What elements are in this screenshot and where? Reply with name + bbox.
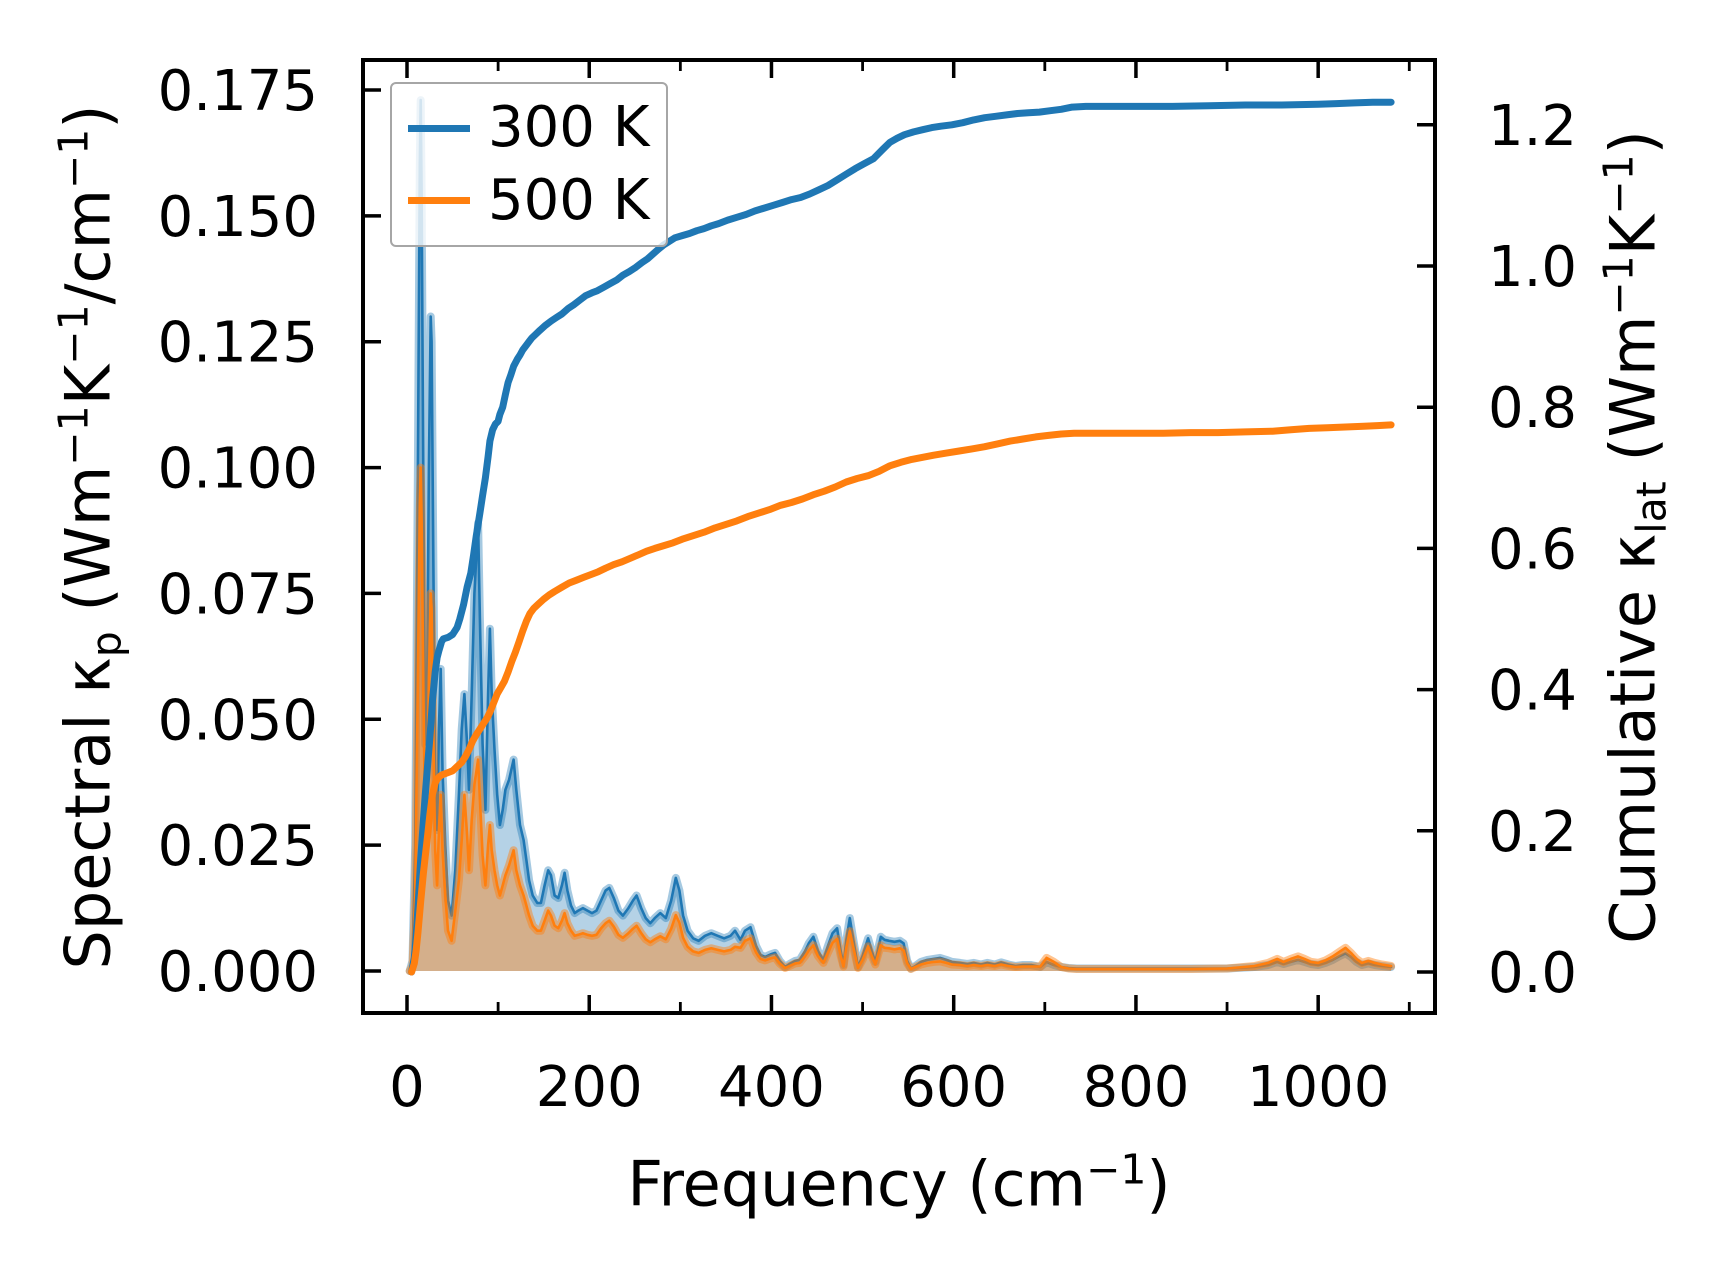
right-axis-title: Cumulative κlat (Wm−1K−1) bbox=[1594, 130, 1676, 944]
x-tick-label: 400 bbox=[718, 1055, 825, 1120]
y-left-tick-label: 0.025 bbox=[158, 814, 318, 879]
plot-frame bbox=[361, 58, 1437, 1015]
y-left-tick-label: 0.175 bbox=[158, 59, 318, 124]
spectral-line-500k bbox=[408, 466, 1393, 973]
y-left-tick-label: 0.050 bbox=[158, 688, 318, 753]
spectral-fill-500k bbox=[409, 467, 1392, 971]
legend-label-300k: 300 K bbox=[488, 95, 650, 161]
x-tick-label: 0 bbox=[389, 1055, 425, 1120]
y-left-tick-label: 0.000 bbox=[158, 940, 318, 1005]
y-right-tick-label: 1.0 bbox=[1488, 235, 1577, 300]
y-left-tick-label: 0.100 bbox=[158, 437, 318, 502]
legend-entry-500k: 500 K bbox=[408, 167, 650, 233]
legend-entry-300k: 300 K bbox=[408, 100, 650, 156]
cumulative-line-300k bbox=[408, 98, 1395, 976]
spectral-fill-300k bbox=[409, 100, 1392, 972]
x-axis-title: Frequency (cm−1) bbox=[627, 1145, 1171, 1221]
y-left-tick-label: 0.075 bbox=[158, 562, 318, 627]
cumulative-line-500k bbox=[408, 421, 1395, 976]
axis-ticks bbox=[363, 60, 1435, 1013]
legend[interactable]: 300 K 500 K bbox=[390, 82, 668, 247]
y-right-tick-label: 0.8 bbox=[1488, 376, 1577, 441]
x-tick-label: 200 bbox=[536, 1055, 643, 1120]
y-right-tick-label: 1.2 bbox=[1488, 94, 1577, 159]
left-axis-title: Spectral κp (Wm−1K−1/cm−1) bbox=[49, 104, 131, 970]
y-right-tick-label: 0.0 bbox=[1488, 941, 1577, 1006]
x-tick-label: 800 bbox=[1082, 1055, 1189, 1120]
legend-label-500k: 500 K bbox=[488, 167, 650, 233]
x-tick-label: 600 bbox=[900, 1055, 1007, 1120]
y-right-tick-label: 0.6 bbox=[1488, 517, 1577, 582]
y-right-tick-label: 0.2 bbox=[1488, 800, 1577, 865]
series-500k bbox=[405, 463, 1396, 975]
legend-line-swatch-500k bbox=[408, 197, 470, 205]
legend-line-swatch-300k bbox=[408, 124, 470, 132]
y-left-tick-label: 0.150 bbox=[158, 185, 318, 250]
x-tick-label: 1000 bbox=[1247, 1055, 1390, 1120]
y-right-tick-label: 0.4 bbox=[1488, 659, 1577, 724]
y-left-tick-label: 0.125 bbox=[158, 311, 318, 376]
